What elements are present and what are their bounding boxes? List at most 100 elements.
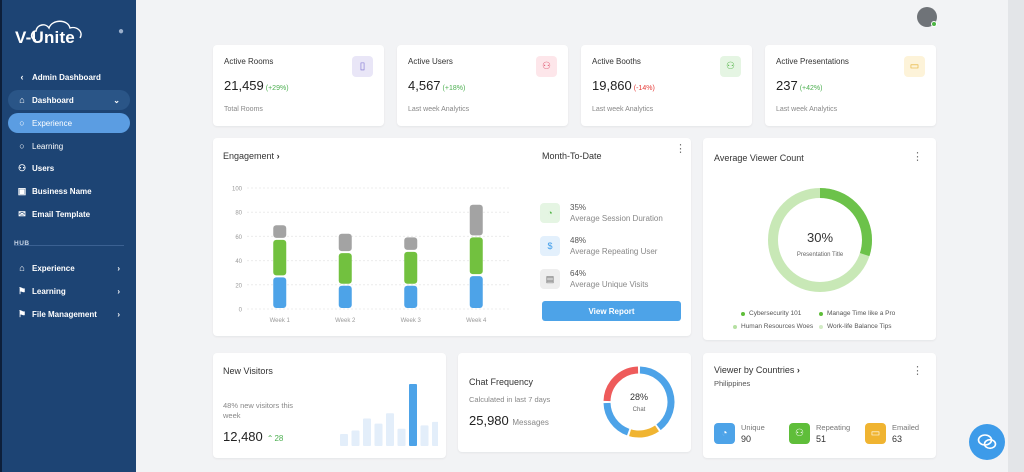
- engagement-title-text: Engagement: [223, 151, 275, 161]
- nav-label: Business Name: [32, 186, 92, 196]
- legend-dot: [741, 311, 745, 316]
- new-visitors-card: [213, 353, 446, 458]
- x-tick-label: Week 1: [270, 318, 291, 324]
- sidebar-item-dashboard[interactable]: ⌂ Dashboard ⌄: [8, 90, 130, 110]
- stat-card-active-users[interactable]: Active Users 4,567 (+18%) Last week Analy…: [397, 45, 568, 126]
- sidebar-item-file-management[interactable]: ⚑ File Management ›: [8, 304, 130, 324]
- legend-dot: [819, 311, 823, 316]
- new-visitors-desc: 48% new visitors this week: [223, 401, 294, 420]
- sidebar-item-users[interactable]: ⚇ Users: [8, 158, 130, 178]
- sidebar-item-learning[interactable]: ○ Learning: [8, 136, 130, 156]
- sidebar-item-business-name[interactable]: ▣ Business Name: [8, 181, 130, 201]
- more-options-icon[interactable]: ⋮: [675, 143, 686, 155]
- x-tick-label: Week 3: [401, 318, 422, 324]
- legend-item: Manage Time like a Pro: [819, 310, 919, 317]
- sidebar-item-hub-experience[interactable]: ⌂ Experience ›: [8, 258, 130, 278]
- chat-frequency-donut: 28% Chat: [603, 366, 675, 438]
- bar-segment: [404, 285, 418, 308]
- metric-label: Average Unique Visits: [570, 280, 649, 289]
- card-icon: ▤: [540, 269, 560, 289]
- viewer-count-title: Average Viewer Count: [714, 153, 804, 163]
- x-tick-label: Week 2: [335, 318, 356, 324]
- chevron-left-icon: ‹: [20, 72, 24, 82]
- hub-section-label: HUB: [14, 240, 30, 247]
- chevron-down-icon: ⌄: [113, 95, 120, 105]
- stat-title: Active Booths: [592, 57, 641, 66]
- mail-icon: ✉: [18, 208, 26, 219]
- metric-repeating-user: $ 48% Average Repeating User: [540, 236, 657, 256]
- metric-percent: 35%: [570, 203, 587, 212]
- stat-change: (+29%): [265, 85, 289, 92]
- new-visitors-value: 12,480 ⌃28: [223, 429, 283, 444]
- bar-segment: [469, 276, 483, 308]
- countries-title[interactable]: Viewer by Countries ›: [714, 365, 800, 375]
- chat-button[interactable]: [969, 424, 1005, 460]
- chevron-right-icon: ›: [117, 286, 120, 296]
- engagement-title[interactable]: Engagement ›: [223, 151, 280, 161]
- sidebar-item-email-template[interactable]: ✉ Email Template: [8, 204, 130, 224]
- left-edge: [0, 0, 2, 472]
- nav-label: Learning: [32, 141, 64, 151]
- metric-value: 90: [741, 434, 752, 444]
- new-visitors-chart: [340, 384, 438, 446]
- stat-number: 4,567: [408, 78, 441, 93]
- new-visitors-number: 12,480: [223, 429, 263, 444]
- more-options-icon[interactable]: ⋮: [912, 365, 923, 377]
- viewer-count-donut: 30% Presentation Title: [768, 188, 872, 292]
- bar-segment: [338, 233, 352, 252]
- donut-center-label: Presentation Title: [797, 252, 844, 258]
- nav-label: Experience: [32, 118, 73, 128]
- donut-slice: [603, 366, 639, 402]
- stat-subtitle: Last week Analytics: [408, 106, 470, 113]
- donut-slice: [603, 402, 630, 436]
- y-tick-label: 60: [235, 235, 242, 241]
- chat-frequency-number: 25,980: [469, 413, 509, 428]
- chevron-right-icon: ›: [796, 365, 800, 375]
- sidebar: V-Unite ● ‹ Admin Dashboard ⌂ Dashboard …: [2, 0, 136, 472]
- stat-card-active-rooms[interactable]: Active Rooms 21,459 (+29%) Total Rooms ▯: [213, 45, 384, 126]
- logo-text: V-Unite: [15, 28, 75, 47]
- sidebar-item-experience[interactable]: ○ Experience: [8, 113, 130, 133]
- pie-icon: ◔: [540, 203, 560, 223]
- visitor-bar: [363, 418, 371, 446]
- users-icon: ⚇: [720, 56, 741, 77]
- stat-card-active-booths[interactable]: Active Booths 19,860 (-14%) Last week Ana…: [581, 45, 752, 126]
- metric-value: 63: [892, 434, 903, 444]
- hub-divider: [14, 245, 124, 246]
- user-plus-icon: ⚇: [536, 56, 557, 77]
- trend-up-icon: ⌃: [266, 434, 274, 443]
- chat-frequency-title: Chat Frequency: [469, 377, 534, 387]
- visitor-bar: [351, 430, 360, 446]
- more-options-icon[interactable]: ⋮: [912, 151, 923, 163]
- logo[interactable]: V-Unite: [14, 18, 94, 52]
- stat-card-active-presentations[interactable]: Active Presentations 237 (+42%) Last week…: [765, 45, 936, 126]
- bar-segment: [273, 277, 287, 308]
- legend-label: Work-life Balance Tips: [827, 323, 892, 330]
- donut-center-value: 28%: [630, 392, 648, 402]
- visitor-bar: [409, 384, 417, 446]
- chat-frequency-unit: Messages: [512, 418, 549, 427]
- stat-number: 21,459: [224, 78, 264, 93]
- view-report-button[interactable]: View Report: [542, 301, 681, 321]
- nav-label: Admin Dashboard: [32, 72, 101, 82]
- metric-session-duration: ◔ 35% Average Session Duration: [540, 203, 663, 223]
- briefcase-icon: ▣: [17, 185, 27, 196]
- bar-segment: [338, 253, 352, 284]
- stat-title: Active Rooms: [224, 57, 274, 66]
- metric-label: Emailed: [892, 423, 920, 432]
- metric-label: Average Repeating User: [570, 247, 658, 256]
- folder-icon: ⚑: [17, 308, 27, 319]
- document-icon: ▯: [352, 56, 373, 77]
- engagement-chart: 0 20 40 60 80 100 Week 1 Week 2 Week 3 Week 4: [232, 187, 509, 324]
- visitor-bar: [397, 428, 406, 446]
- visitor-bar: [420, 425, 429, 446]
- chat-frequency-subtitle: Calculated in last 7 days: [469, 395, 551, 404]
- back-to-admin-dashboard[interactable]: ‹ Admin Dashboard: [8, 67, 130, 87]
- mail-icon: ▭: [865, 423, 886, 444]
- metric-label: Average Session Duration: [570, 214, 663, 223]
- collapse-icon[interactable]: ●: [118, 26, 125, 37]
- scrollbar[interactable]: [1008, 0, 1024, 472]
- stat-title: Active Users: [408, 57, 453, 66]
- sidebar-item-hub-learning[interactable]: ⚑ Learning ›: [8, 281, 130, 301]
- countries-card: [703, 353, 936, 458]
